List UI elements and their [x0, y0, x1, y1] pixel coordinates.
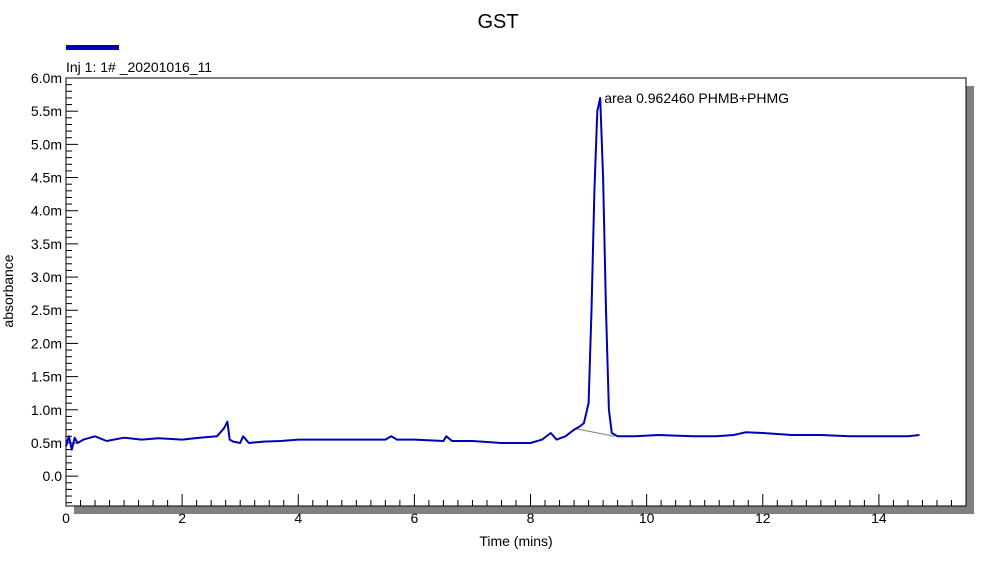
x-tick-label: 2	[178, 510, 186, 526]
y-tick-label: 2.5m	[31, 302, 62, 318]
x-tick-label: 12	[755, 510, 771, 526]
y-tick-label: 1.0m	[31, 402, 62, 418]
x-tick-label: 8	[527, 510, 535, 526]
y-tick-label: 5.0m	[31, 136, 62, 152]
series-line	[65, 96, 920, 451]
y-tick-label: 1.5m	[31, 369, 62, 385]
peak-baseline	[573, 427, 615, 437]
y-tick-label: 0.5m	[31, 435, 62, 451]
y-tick-label: 4.5m	[31, 170, 62, 186]
x-tick-label: 6	[410, 510, 418, 526]
y-tick-label: 3.5m	[31, 236, 62, 252]
y-tick-label: 3.0m	[31, 269, 62, 285]
y-axis-label: absorbance	[0, 254, 16, 327]
y-tick-label: 4.0m	[31, 203, 62, 219]
x-tick-label: 14	[871, 510, 887, 526]
y-tick-label: 6.0m	[31, 70, 62, 86]
y-tick-label: 2.0m	[31, 335, 62, 351]
x-axis-label: Time (mins)	[479, 533, 552, 549]
y-tick-label: 0.0	[43, 468, 63, 484]
legend-label: Inj 1: 1# _20201016_11	[66, 59, 212, 75]
axis-ticks: 0 2 4 6 8 10 12 14 0.0 0.5m 1.0m 1.5m 2.0m 2.5m 3.0m 3.…	[31, 70, 967, 526]
x-tick-label: 10	[639, 510, 655, 526]
series-layer	[65, 96, 920, 451]
y-tick-label: 5.5m	[31, 103, 62, 119]
annotation-layer: area 0.962460 PHMB+PHMG	[604, 90, 789, 106]
x-tick-label: 4	[294, 510, 302, 526]
legend-swatch	[66, 45, 119, 50]
peak-annotation: area 0.962460 PHMB+PHMG	[604, 90, 789, 106]
chart-title: GST	[477, 11, 518, 33]
plot-frame	[65, 77, 967, 507]
x-tick-label: 0	[62, 510, 70, 526]
